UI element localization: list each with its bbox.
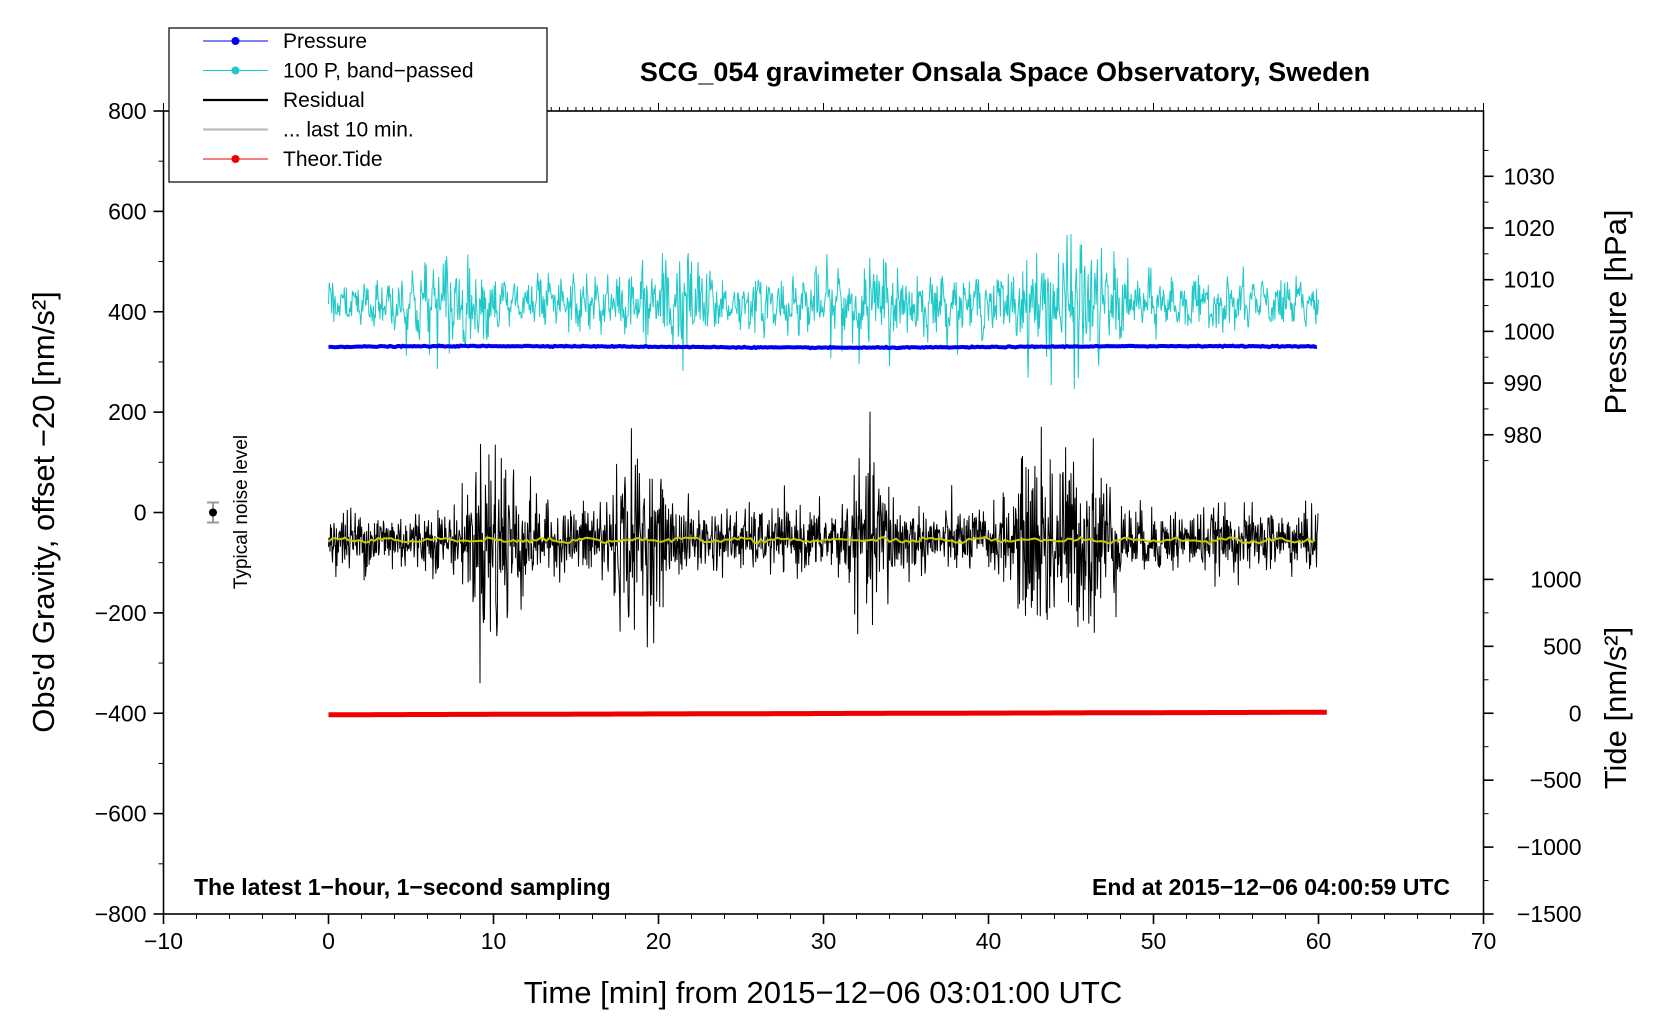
x-tick-label: 30 xyxy=(811,928,837,954)
y-tide-tick-label: 1000 xyxy=(1530,566,1581,592)
x-axis-title: Time [min] from 2015−12−06 03:01:00 UTC xyxy=(524,975,1123,1010)
y-tide-tick-label: 500 xyxy=(1543,633,1581,659)
y-left-tick-label: 400 xyxy=(108,299,146,325)
legend-item: Theor.Tide xyxy=(203,148,383,171)
x-tick-label: 40 xyxy=(976,928,1002,954)
y-axis-pressure-title: Pressure [hPa] xyxy=(1598,209,1633,414)
y-axis-tide-title: Tide [nm/s²] xyxy=(1598,627,1633,790)
noise-label: Typical noise level xyxy=(231,435,252,589)
y-pressure-tick-label: 980 xyxy=(1504,422,1542,448)
x-tick-label: 0 xyxy=(322,928,335,954)
ticks-layer xyxy=(153,103,1494,924)
tick-labels-layer: −10 0 10 20 30 40 50 60 708006004002000−200−400−… xyxy=(95,98,1582,954)
y-tide-tick-label: −1000 xyxy=(1517,834,1582,860)
y-left-tick-label: 800 xyxy=(108,98,146,124)
x-tick-label: 20 xyxy=(646,928,672,954)
legend-box xyxy=(168,27,548,183)
y-tide-tick-label: 0 xyxy=(1569,700,1582,726)
legend-item: ... last 10 min. xyxy=(203,119,414,142)
y-left-tick-label: 200 xyxy=(108,399,146,425)
legend-item: Residual xyxy=(203,89,365,112)
noise-marker xyxy=(207,501,219,524)
annotation-end-time: End at 2015−12−06 04:00:59 UTC xyxy=(1092,874,1450,900)
noise-point xyxy=(209,508,217,517)
series-residual xyxy=(328,411,1319,684)
x-tick-label: 50 xyxy=(1141,928,1167,954)
y-pressure-tick-label: 990 xyxy=(1504,370,1542,396)
x-tick-label: −10 xyxy=(144,928,183,954)
series-pressure xyxy=(328,343,1318,351)
legend-item: Pressure xyxy=(203,30,367,53)
legend: Pressure 100 P, band−passed Residual ... la… xyxy=(168,27,548,183)
legend-swatch-dot xyxy=(231,66,240,75)
y-left-tick-label: −200 xyxy=(95,600,147,626)
legend-swatch-dot xyxy=(231,155,240,163)
y-pressure-tick-label: 1020 xyxy=(1504,215,1555,241)
series-residual-smoothed xyxy=(327,535,1316,546)
series-layer xyxy=(327,233,1327,718)
series-band-passed-pressure xyxy=(328,233,1319,390)
y-left-tick-label: −600 xyxy=(95,801,147,827)
y-pressure-tick-label: 1030 xyxy=(1504,163,1555,189)
legend-label: Residual xyxy=(283,89,365,112)
x-tick-label: 10 xyxy=(481,928,507,954)
plot-frame xyxy=(162,110,1485,915)
chart-title: SCG_054 gravimeter Onsala Space Observat… xyxy=(640,57,1370,87)
y-left-tick-label: −800 xyxy=(95,901,147,927)
annotation-sampling: The latest 1−hour, 1−second sampling xyxy=(194,874,611,900)
y-pressure-tick-label: 1010 xyxy=(1504,267,1555,293)
legend-swatch-dot xyxy=(231,37,240,45)
x-tick-label: 70 xyxy=(1471,928,1497,954)
legend-label: Pressure xyxy=(283,30,367,53)
y-axis-left-title: Obs'd Gravity, offset −20 [nm/s²] xyxy=(26,291,61,733)
legend-label: Theor.Tide xyxy=(283,148,383,171)
y-tide-tick-label: −1500 xyxy=(1517,901,1582,927)
legend-label: 100 P, band−passed xyxy=(283,60,474,83)
legend-item: 100 P, band−passed xyxy=(203,60,474,83)
series-theor-tide xyxy=(328,709,1327,718)
y-tide-tick-label: −500 xyxy=(1530,767,1582,793)
y-left-tick-label: 0 xyxy=(134,500,147,526)
y-left-tick-label: 600 xyxy=(108,198,146,224)
legend-label: ... last 10 min. xyxy=(283,119,414,142)
y-left-tick-label: −400 xyxy=(95,700,147,726)
y-pressure-tick-label: 1000 xyxy=(1504,318,1555,344)
x-tick-label: 60 xyxy=(1306,928,1332,954)
